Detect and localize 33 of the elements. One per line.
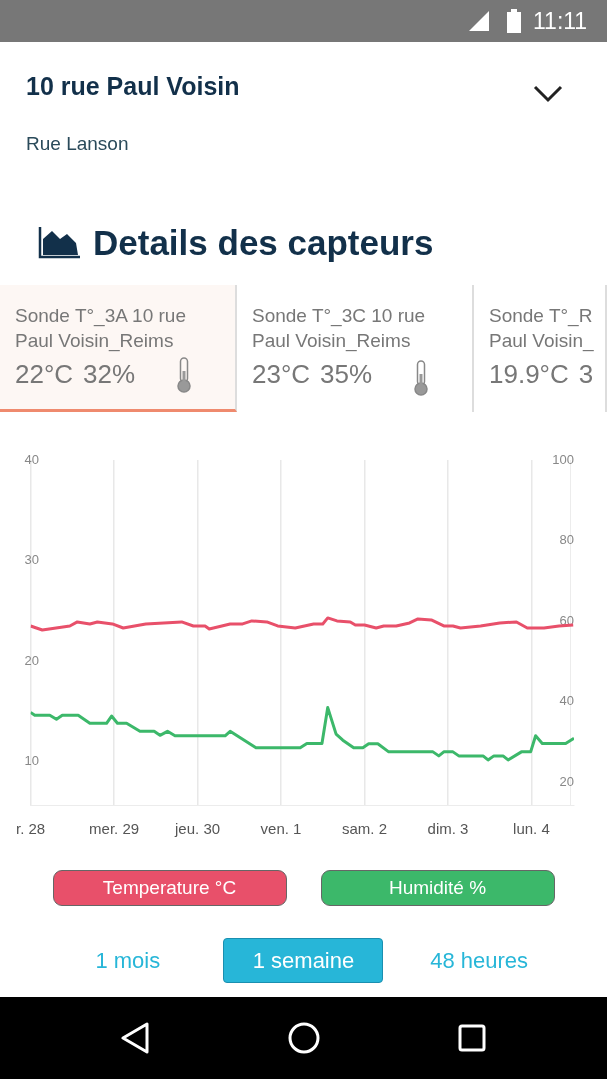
text: Humidité % — [320, 870, 555, 906]
text: Sonde T°_R Paul Voisin_ — [489, 304, 595, 353]
text: 11:11 — [533, 8, 588, 35]
text: Temperature °C — [52, 870, 287, 906]
y2-tick-label: 100 — [552, 451, 574, 467]
x-tick-label: dim. 3 — [427, 820, 469, 838]
y2-tick-label: 80 — [559, 532, 574, 548]
chart-subtitle: 10 rue Paul Voisin — [26, 72, 240, 101]
x-tick-label: lun. 4 — [513, 820, 550, 838]
text: Sonde T°_3A 10 rue Paul Voisin_Reims — [15, 304, 187, 353]
text: 32% — [83, 359, 136, 389]
x-tick-label: r. 28 — [16, 820, 46, 838]
x-tick-label: sam. 2 — [341, 820, 388, 838]
y-tick-label: 20 — [24, 652, 40, 668]
x-tick-label: jeu. 30 — [174, 820, 221, 838]
y-tick-label: 40 — [24, 451, 40, 467]
text: 35% — [320, 359, 373, 389]
text: 48 heures — [429, 946, 530, 975]
y2-tick-label: 40 — [559, 693, 574, 709]
text: 1 mois — [94, 946, 162, 975]
text: 22°C — [15, 359, 74, 389]
text: 19.9°C — [489, 359, 569, 389]
text: 23°C — [252, 359, 311, 389]
x-tick-label: mer. 29 — [89, 820, 140, 838]
x-tick-label: ven. 1 — [260, 820, 302, 838]
text: 3 — [578, 359, 594, 389]
chart-title: Details des capteurs — [93, 223, 434, 263]
text: Sonde T°_3C 10 rue Paul Voisin_Reims — [252, 304, 427, 353]
y-tick-label: 30 — [24, 552, 40, 568]
text: Rue Lanson — [26, 133, 129, 155]
y-tick-label: 10 — [24, 753, 40, 769]
y2-tick-label: 20 — [559, 773, 574, 789]
text: 1 semaine — [223, 938, 384, 983]
